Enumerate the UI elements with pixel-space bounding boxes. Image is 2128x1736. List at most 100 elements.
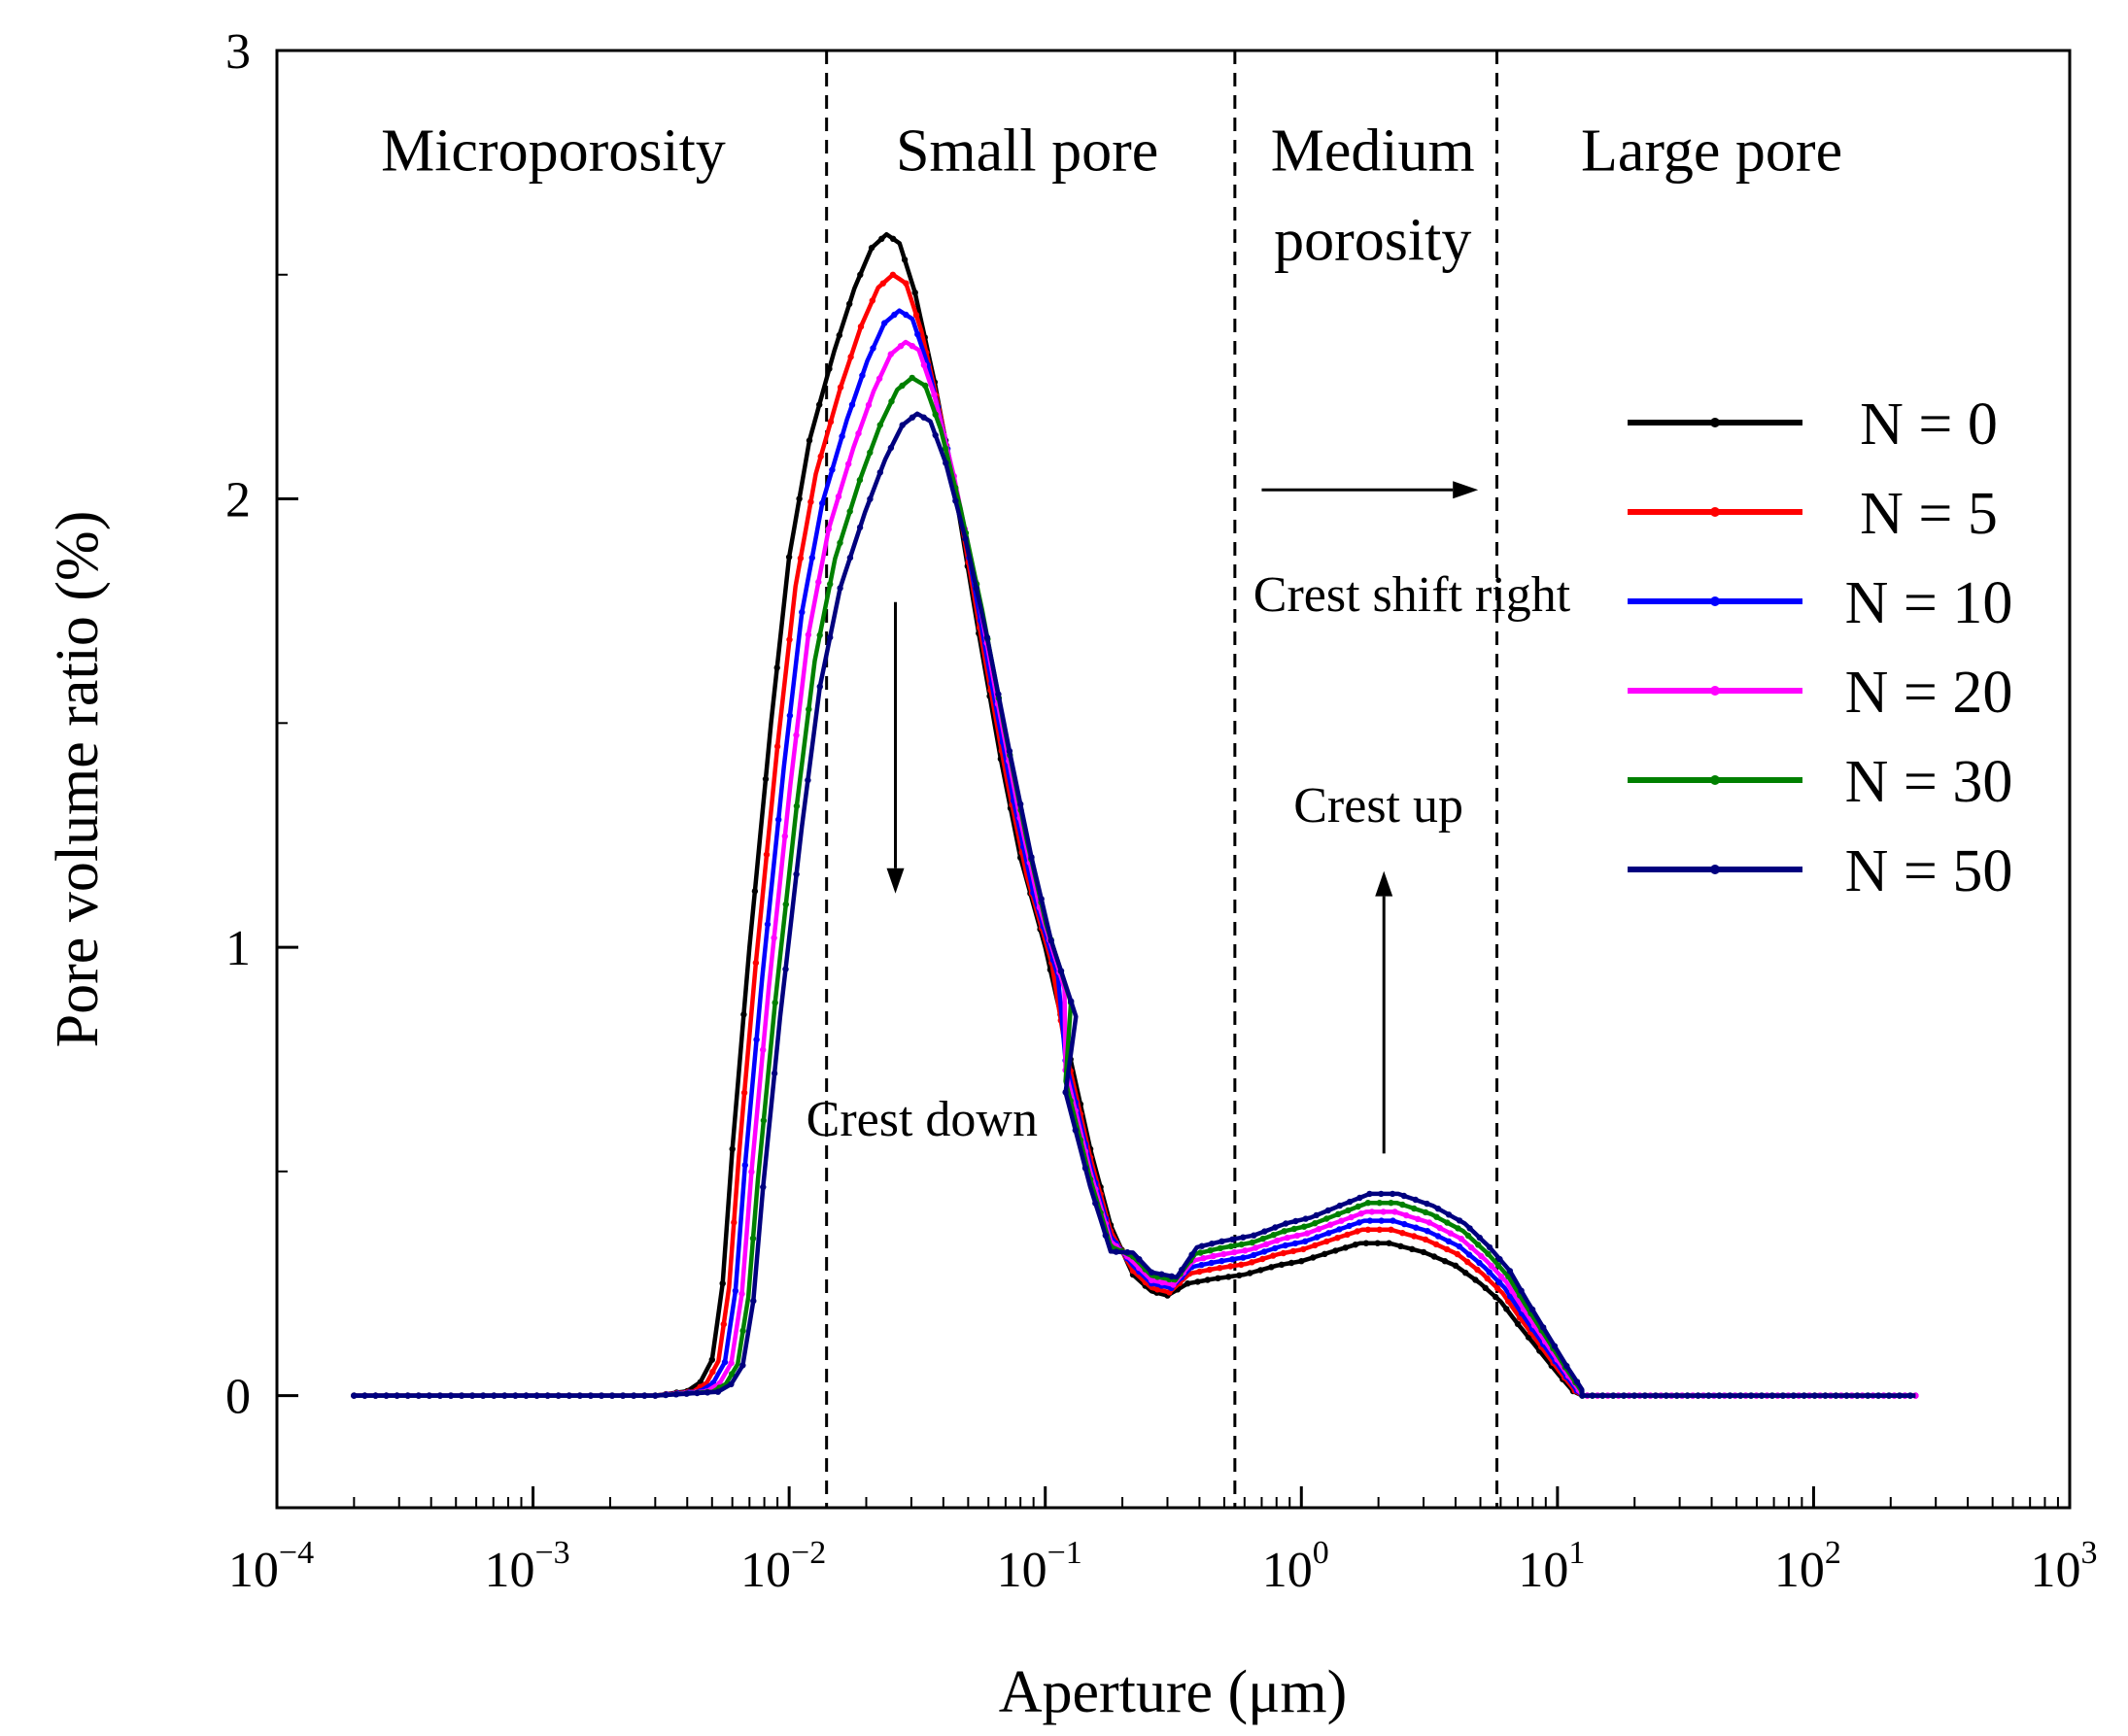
series-20-point	[1316, 1226, 1322, 1233]
series-5-point	[1249, 1259, 1255, 1266]
series-5-point	[1227, 1263, 1234, 1270]
series-0-point	[1278, 1261, 1286, 1269]
series-5-point	[1354, 1228, 1361, 1235]
series-0-point	[1236, 1272, 1243, 1279]
series-50-point	[1641, 1392, 1649, 1399]
region-label: porosity	[1274, 208, 1471, 274]
region-label: Small pore	[896, 119, 1158, 185]
series-10-point	[848, 401, 856, 408]
series-50-point	[576, 1392, 583, 1399]
series-5-point	[763, 851, 771, 858]
y-tick-label: 1	[225, 921, 251, 976]
series-5-point	[889, 271, 897, 278]
series-50-point	[361, 1392, 368, 1399]
series-20-point	[1414, 1215, 1422, 1223]
series-20-point	[728, 1359, 735, 1367]
series-0-point	[751, 888, 759, 895]
series-50-point	[1801, 1392, 1807, 1399]
series-10-markers	[351, 311, 1919, 1399]
series-50-line	[354, 411, 1916, 1398]
series-10-point	[1445, 1238, 1453, 1245]
series-50-point	[1528, 1306, 1536, 1313]
series-50-point	[1102, 1232, 1110, 1239]
series-50-point	[619, 1392, 627, 1399]
series-0-markers	[351, 235, 1914, 1399]
series-20-point	[1220, 1250, 1227, 1258]
series-10-point	[1229, 1256, 1236, 1263]
series-50-point	[555, 1392, 562, 1399]
series-50-point	[1885, 1392, 1893, 1399]
series-50-point	[1843, 1392, 1850, 1399]
series-50-point	[1336, 1202, 1344, 1209]
series-5-point	[773, 743, 781, 750]
series-0-point	[1482, 1284, 1489, 1292]
series-10-point	[764, 921, 772, 928]
series-50-point	[1038, 896, 1045, 902]
series-50-point	[1434, 1206, 1442, 1212]
series-50-point	[932, 431, 939, 439]
series-0-point	[1452, 1262, 1459, 1270]
series-20-point	[865, 401, 873, 409]
series-10-line	[354, 308, 1916, 1398]
series-0-point	[1268, 1264, 1275, 1271]
series-10-point	[1240, 1254, 1247, 1261]
series-0-point	[901, 256, 909, 263]
series-0-point	[1514, 1320, 1522, 1328]
series-10-point	[753, 1036, 760, 1043]
series-50-point	[1179, 1266, 1185, 1274]
series-20-point	[771, 935, 777, 941]
series-30-point	[1323, 1215, 1330, 1222]
series-50-point	[1579, 1392, 1586, 1399]
series-30-point	[1494, 1262, 1502, 1269]
series-50-point	[1695, 1392, 1701, 1399]
series-50-point	[867, 495, 874, 502]
series-0-point	[1352, 1242, 1359, 1248]
series-5-point	[1432, 1241, 1440, 1248]
series-50-markers	[351, 414, 1914, 1399]
series-20-point	[815, 578, 822, 586]
crest-shift-right-arrow	[1261, 481, 1479, 499]
series-50-point	[1081, 1165, 1089, 1172]
series-5-point	[1364, 1226, 1372, 1234]
series-5-point	[1206, 1266, 1214, 1274]
series-10-point	[1465, 1251, 1473, 1258]
series-20-point	[845, 460, 852, 467]
series-20-point	[1242, 1247, 1249, 1254]
series-30-point	[888, 398, 895, 405]
series-50-point	[1673, 1392, 1680, 1399]
series-50-point	[782, 966, 789, 972]
series-50-point	[1068, 998, 1075, 1004]
series-0-point	[1332, 1247, 1339, 1254]
series-50-point	[1445, 1211, 1453, 1218]
series-20-point	[855, 430, 862, 437]
series-30-point	[793, 802, 801, 809]
series-50-point	[1062, 1089, 1069, 1096]
series-50-point	[1378, 1190, 1385, 1198]
series-50-point	[1113, 1248, 1119, 1255]
series-50-point	[995, 691, 1002, 698]
series-50-point	[652, 1392, 659, 1399]
series-0-point	[1298, 1258, 1305, 1265]
series-10-point	[786, 712, 794, 719]
series-50-point	[1705, 1392, 1712, 1399]
series-50-point	[641, 1392, 648, 1399]
series-50-point	[436, 1392, 444, 1399]
series-0-point	[773, 664, 780, 671]
annotation-text: Crest up	[1293, 778, 1463, 834]
series-0-point	[1409, 1245, 1416, 1253]
series-50-point	[1758, 1392, 1766, 1399]
series-30-point	[1475, 1242, 1482, 1248]
series-10-point	[1378, 1217, 1385, 1224]
series-5-point	[857, 323, 865, 330]
series-5-point	[1323, 1238, 1330, 1245]
series-50-point	[1779, 1392, 1787, 1399]
series-50-point	[1466, 1225, 1473, 1232]
series-50-point	[714, 1388, 722, 1395]
series-50-point	[920, 414, 927, 421]
series-5-point	[1334, 1235, 1341, 1242]
series-50-point	[672, 1391, 679, 1398]
series-10-point	[819, 499, 826, 507]
series-0-point	[762, 775, 770, 783]
series-20-point	[760, 1046, 767, 1053]
series-50-point	[943, 460, 949, 466]
